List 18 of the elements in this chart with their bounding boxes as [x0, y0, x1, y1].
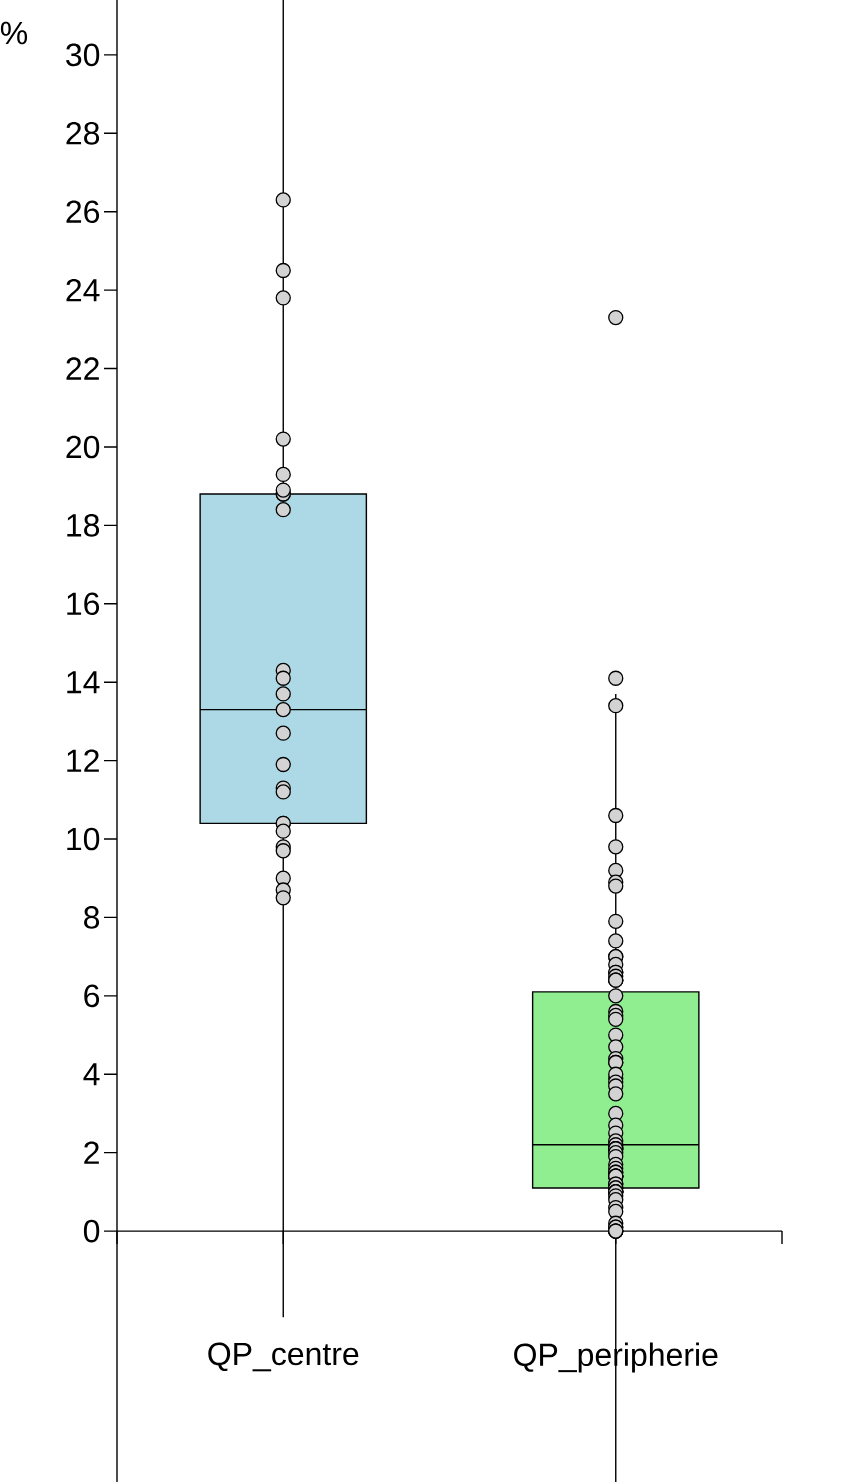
y-tick-label: 20 [66, 435, 100, 459]
y-tick-label: 4 [83, 1063, 100, 1086]
x-tick-label: QP_centre [208, 1342, 359, 1372]
y-axis-title: % [0, 21, 28, 45]
y-tick-label: 18 [67, 514, 100, 537]
y-tick-label: 16 [67, 592, 100, 616]
y-tick-label: 8 [84, 906, 100, 929]
y-tick-label: 26 [66, 200, 100, 224]
y-tick-label: 30 [66, 43, 100, 67]
y-tick-label: 22 [66, 357, 99, 380]
y-tick-label: 6 [84, 984, 100, 1008]
y-tick-label: 10 [67, 827, 100, 851]
y-tick-label: 14 [67, 671, 100, 694]
y-tick-label: 24 [66, 278, 100, 302]
y-tick-label: 2 [84, 1141, 99, 1164]
y-tick-label: 28 [66, 121, 100, 145]
y-tick-label: 12 [67, 749, 99, 772]
y-tick-label: 0 [83, 1219, 100, 1243]
